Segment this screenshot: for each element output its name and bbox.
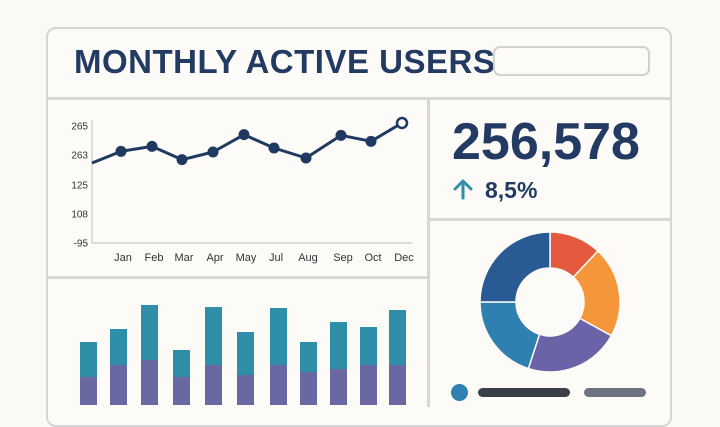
divider-left	[48, 276, 428, 279]
x-tick-label: Jul	[269, 252, 283, 264]
bar-bottom	[270, 365, 287, 405]
bar-bottom	[80, 377, 97, 405]
bar-top	[360, 327, 377, 365]
x-tick-label: Jan	[114, 252, 132, 264]
kpi-value: 256,578	[452, 113, 640, 171]
bar-bottom	[330, 369, 347, 405]
line-chart: 265 263 125 108 -95 Jan Feb Mar Apr May Jul Aug Sep O…	[71, 116, 414, 264]
legend-value-placeholder	[584, 388, 646, 397]
data-point	[238, 129, 250, 141]
data-point	[146, 140, 158, 152]
x-tick-label: Apr	[206, 252, 223, 264]
bar-top	[389, 310, 406, 365]
data-point	[365, 135, 377, 147]
donut-slice	[479, 231, 551, 303]
bar-bottom	[141, 360, 158, 405]
donut-slice	[479, 301, 541, 370]
bar-top	[173, 350, 190, 377]
bar-top	[330, 322, 347, 369]
bar-bottom	[205, 365, 222, 405]
y-tick-label: 263	[71, 151, 88, 162]
data-point	[268, 142, 280, 154]
data-point	[395, 116, 409, 130]
bar-top	[237, 332, 254, 375]
donut-chart	[479, 231, 621, 373]
x-tick-label: Sep	[333, 252, 353, 264]
bar-top	[110, 329, 127, 365]
x-tick-label: Aug	[298, 252, 318, 264]
bar-chart	[80, 305, 406, 405]
bar-bottom	[173, 377, 190, 405]
y-tick-label: -95	[74, 239, 89, 250]
data-point	[176, 154, 188, 166]
bar-bottom	[360, 365, 377, 405]
x-tick-label: Feb	[145, 252, 164, 264]
data-point	[335, 129, 347, 141]
search-input[interactable]	[493, 46, 650, 76]
x-tick-label: Dec	[394, 252, 414, 264]
bar-bottom	[300, 372, 317, 405]
arrow-up-icon	[453, 179, 473, 200]
bar-bottom	[110, 365, 127, 405]
data-point	[300, 152, 312, 164]
bar-top	[300, 342, 317, 372]
y-tick-label: 125	[71, 181, 88, 192]
bar-top	[270, 308, 287, 365]
data-point	[207, 146, 219, 158]
bar-top	[80, 342, 97, 377]
bar-bottom	[237, 375, 254, 405]
divider-vertical	[427, 97, 430, 407]
y-tick-label: 265	[71, 122, 88, 133]
y-tick-label: 108	[71, 210, 88, 221]
page-title: MONTHLY ACTIVE USERS	[74, 43, 496, 80]
x-tick-label: Oct	[364, 252, 381, 264]
divider-right	[428, 218, 670, 221]
x-tick-label: Mar	[175, 252, 194, 264]
legend-dot	[451, 384, 468, 401]
legend-label-placeholder	[478, 388, 570, 397]
bar-top	[205, 307, 222, 365]
kpi-change: 8,5%	[485, 177, 538, 203]
bar-top	[141, 305, 158, 360]
x-tick-label: May	[236, 252, 257, 264]
divider-header	[48, 97, 670, 100]
data-point	[115, 145, 127, 157]
bar-bottom	[389, 365, 406, 405]
